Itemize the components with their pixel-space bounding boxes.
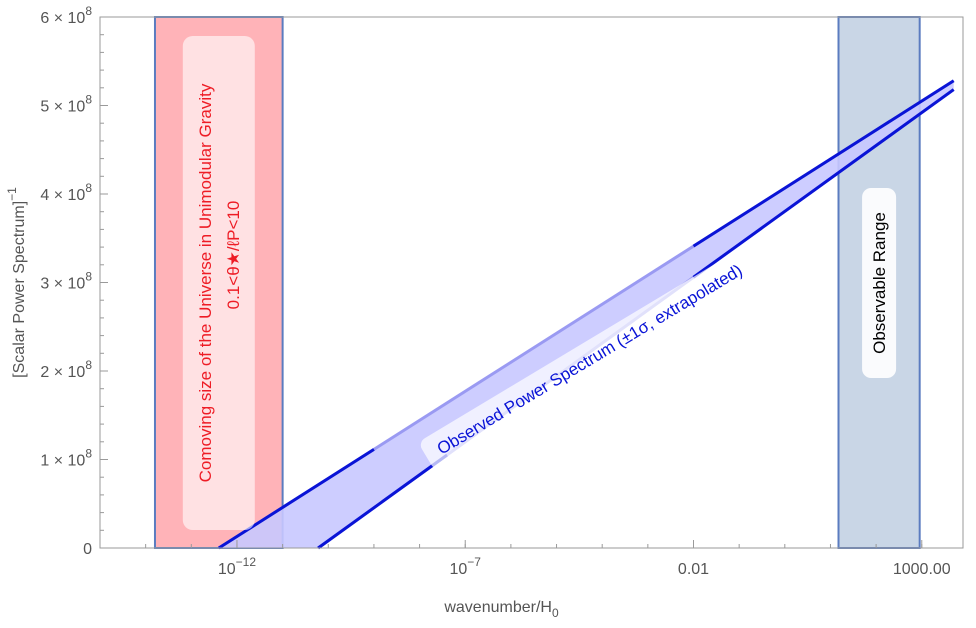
power-spectrum-label-box bbox=[420, 249, 759, 469]
y-tick-label: 2 × 108 bbox=[40, 358, 92, 381]
x-tick-mantissa: 10 bbox=[218, 561, 236, 578]
y-tick-mantissa: 1 × 10 bbox=[40, 453, 85, 470]
y-tick-label: 5 × 108 bbox=[40, 93, 92, 116]
y-tick-exponent: 8 bbox=[85, 93, 92, 107]
y-tick-mantissa: 2 × 10 bbox=[40, 364, 85, 381]
y-tick-mantissa: 6 × 10 bbox=[40, 10, 85, 27]
series-lower-segment-high bbox=[692, 88, 955, 279]
ticks-layer bbox=[100, 16, 923, 549]
bands-layer bbox=[153, 16, 921, 549]
y-tick-mantissa: 4 × 10 bbox=[40, 187, 85, 204]
x-tick-mantissa: 0.01 bbox=[678, 561, 709, 578]
x-tick-mantissa: 10 bbox=[449, 561, 467, 578]
y-tick-label: 6 × 108 bbox=[40, 4, 92, 27]
y-axis-title-main: [Scalar Power Spectrum] bbox=[11, 201, 28, 378]
y-tick-exponent: 8 bbox=[85, 270, 92, 284]
x-axis-title-sub: 0 bbox=[552, 606, 559, 620]
y-tick-label: 0 bbox=[83, 541, 92, 558]
y-tick-label: 1 × 108 bbox=[40, 447, 92, 470]
observable-range-label: Observable Range bbox=[870, 212, 889, 354]
series-upper-segment-low bbox=[217, 448, 375, 550]
x-axis-title-main: wavenumber/H bbox=[443, 599, 552, 616]
y-tick-mantissa: 0 bbox=[83, 541, 92, 558]
x-tick-label: 0.01 bbox=[678, 561, 709, 578]
power-spectrum-label: Observed Power Spectrum (±1σ, extrapolat… bbox=[434, 261, 746, 459]
x-tick-label: 10−7 bbox=[449, 555, 481, 578]
y-tick-mantissa: 3 × 10 bbox=[40, 276, 85, 293]
x-tick-exponent: −12 bbox=[236, 555, 257, 569]
x-axis-title: wavenumber/H0 bbox=[443, 599, 559, 620]
series-upper-segment-high bbox=[692, 79, 955, 248]
y-tick-exponent: 8 bbox=[85, 4, 92, 18]
y-axis-title: [Scalar Power Spectrum]−1 bbox=[5, 187, 28, 378]
series-lower-segment-low bbox=[317, 453, 448, 550]
comoving-size-label-box bbox=[182, 36, 255, 530]
y-tick-mantissa: 5 × 10 bbox=[40, 99, 85, 116]
comoving-size-range-label: 0.1<θ★/ℓP<10 bbox=[224, 201, 243, 310]
comoving-size-label: Comoving size of the Universe in Unimodu… bbox=[196, 83, 215, 482]
y-tick-exponent: 8 bbox=[85, 447, 92, 461]
series-layer bbox=[217, 79, 955, 550]
x-tick-mantissa: 1000.00 bbox=[893, 561, 951, 578]
y-axis-title-sup: −1 bbox=[5, 187, 19, 201]
y-tick-exponent: 8 bbox=[85, 181, 92, 195]
observable-range-label-box bbox=[862, 188, 897, 378]
x-tick-label: 1000.00 bbox=[893, 561, 951, 578]
y-tick-label: 3 × 108 bbox=[40, 270, 92, 293]
x-tick-exponent: −7 bbox=[467, 555, 481, 569]
x-tick-label: 10−12 bbox=[218, 555, 256, 578]
y-tick-label: 4 × 108 bbox=[40, 181, 92, 204]
y-tick-exponent: 8 bbox=[85, 358, 92, 372]
